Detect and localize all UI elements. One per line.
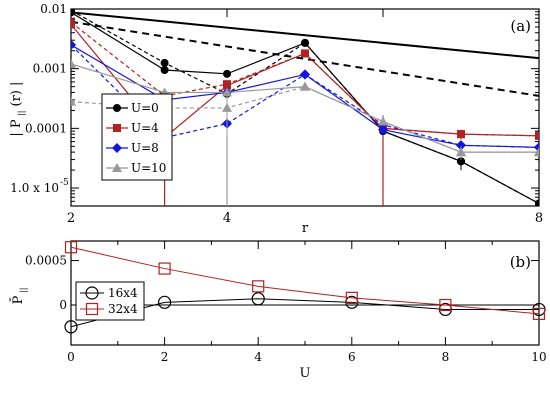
data-point [71,58,76,68]
legend-marker [112,163,122,172]
legend-marker [85,302,99,316]
data-point [64,241,78,254]
data-point [223,80,231,89]
data-point [222,87,232,97]
legend-label: 16x4 [108,286,138,300]
y-axis-label: P̄ || [10,288,28,305]
data-point [300,69,310,80]
data-point [301,38,309,47]
legend-marker [113,104,121,112]
legend-marker [113,124,121,132]
legend: U=0 U=4 U=8 U=10 [101,93,173,181]
data-point [457,157,465,166]
data-point [535,199,539,206]
x-tick-label: 8 [442,350,450,364]
data-point [64,320,78,334]
y-axis-label-main: | P [9,119,24,137]
data-point [71,18,75,27]
data-point [71,9,75,15]
legend-label: 32x4 [108,302,138,316]
panel-b: 0 2 4 6 8 10 0 0.0005 U P̄ || (b) 16x4 32x4 [10,240,547,381]
x-tick-label: 0 [67,350,75,364]
y-axis-label-sub: || [19,288,28,293]
panel-a: 2 4 8 0.01 0.001 0.0001 1.0 x 10 -5 r | P || (r) | (… [9,2,543,236]
legend-marker [85,286,99,300]
data-point [301,49,309,58]
data-point [223,69,231,78]
y-axis-label: | P || (r) | [9,82,26,137]
data-point [160,66,169,75]
y-tick-label: 1.0 x 10 [10,181,59,195]
data-point [534,147,539,157]
data-point [456,140,466,151]
data-point [222,102,232,112]
legend-marker [112,143,122,153]
data-point [71,39,76,50]
legend-label: U=8 [131,141,159,155]
y-tick-label: 0.001 [33,62,67,76]
plot-area [71,9,539,206]
y-tick-exponent: -5 [60,178,69,188]
data-point [251,292,265,306]
x-tick-label: 6 [348,350,356,364]
plot-frame [70,8,540,207]
y-tick-label: 0 [59,298,67,312]
legend-label: U=10 [131,161,166,175]
data-point [300,81,310,91]
y-tick-label: 0.0005 [25,254,67,268]
data-point [378,116,388,126]
series-line [70,298,539,328]
data-point [160,58,169,67]
data-point [71,96,76,106]
x-tick-label: 4 [223,211,231,226]
y-axis-label-sub: || [17,111,26,116]
x-axis-label: r [302,221,309,236]
x-tick-label: 4 [254,350,262,364]
data-point [158,262,171,275]
data-point [158,295,172,309]
data-point [532,307,546,320]
data-point [457,130,465,139]
legend: 16x4 32x4 [75,281,145,321]
x-tick-label: 2 [161,350,169,364]
y-axis-label-tail: (r) | [9,82,24,107]
panel-label: (b) [510,253,531,271]
data-point [345,291,358,304]
legend-label: U=0 [131,101,159,115]
y-axis-label-main: P̄ [10,295,26,304]
x-tick-label: 2 [67,211,75,226]
x-axis-label: U [300,366,311,381]
x-tick-label: 10 [531,350,546,364]
fit-line-solid [71,11,539,60]
y-tick-label: 0.01 [40,2,67,16]
fit-line-dashed [71,20,539,97]
x-tick-label: 8 [535,211,543,226]
series-line [70,246,540,315]
data-point [456,147,466,157]
data-point [535,131,539,140]
legend-label: U=4 [131,121,159,135]
data-point [252,280,265,293]
panel-label: (a) [510,17,531,35]
y-tick-label: 0.0001 [25,121,67,135]
data-point [439,298,452,312]
